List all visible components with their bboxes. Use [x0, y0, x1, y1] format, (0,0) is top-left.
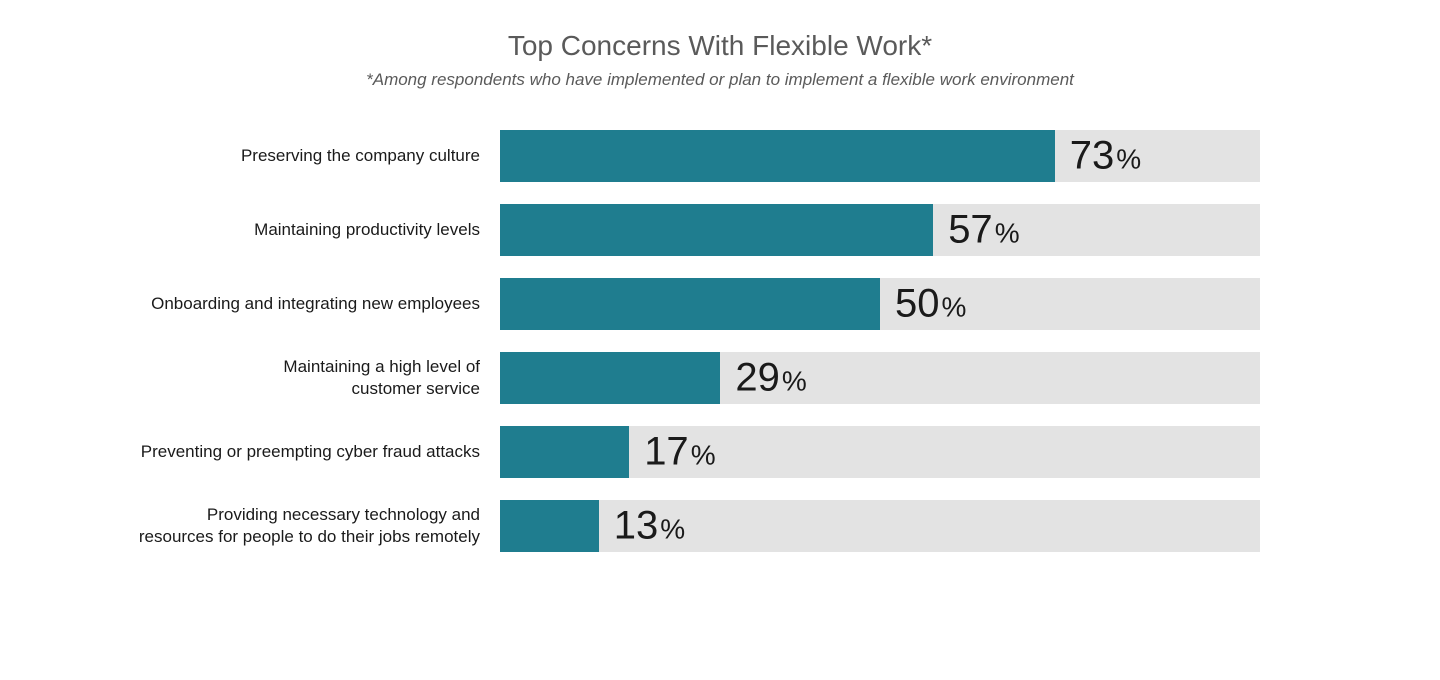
- bar-fill: [500, 426, 629, 478]
- bar-value-number: 50: [895, 282, 940, 327]
- percent-sign: %: [691, 440, 716, 472]
- chart-row: Providing necessary technology andresour…: [80, 500, 1360, 552]
- chart-subtitle: *Among respondents who have implemented …: [80, 70, 1360, 90]
- bar-value-number: 73: [1070, 134, 1115, 179]
- bar-value-label: 29%: [735, 356, 806, 401]
- bar-fill: [500, 352, 720, 404]
- bar-label: Preventing or preempting cyber fraud att…: [80, 441, 480, 463]
- chart-rows: Preserving the company culture73%Maintai…: [80, 130, 1360, 552]
- chart-container: Top Concerns With Flexible Work* *Among …: [80, 30, 1360, 552]
- percent-sign: %: [995, 218, 1020, 250]
- chart-row: Maintaining productivity levels 57%: [80, 204, 1360, 256]
- percent-sign: %: [660, 514, 685, 546]
- bar-track: 73%: [500, 130, 1260, 182]
- bar-value-number: 17: [644, 430, 689, 475]
- bar-fill: [500, 278, 880, 330]
- bar-label: Maintaining productivity levels: [80, 219, 480, 241]
- bar-label: Providing necessary technology andresour…: [80, 504, 480, 548]
- chart-title: Top Concerns With Flexible Work*: [80, 30, 1360, 62]
- bar-value-number: 57: [948, 208, 993, 253]
- bar-value-label: 57%: [948, 208, 1019, 253]
- bar-label: Onboarding and integrating new employees: [80, 293, 480, 315]
- chart-row: Preserving the company culture 73%: [80, 130, 1360, 182]
- bar-value-label: 50%: [895, 282, 966, 327]
- bar-track: 17%: [500, 426, 1260, 478]
- bar-track: 29%: [500, 352, 1260, 404]
- bar-fill: [500, 500, 599, 552]
- bar-label: Preserving the company culture: [80, 145, 480, 167]
- percent-sign: %: [1116, 144, 1141, 176]
- chart-row: Onboarding and integrating new employees…: [80, 278, 1360, 330]
- bar-value-number: 29: [735, 356, 780, 401]
- bar-value-label: 73%: [1070, 134, 1141, 179]
- percent-sign: %: [782, 366, 807, 398]
- chart-row: Preventing or preempting cyber fraud att…: [80, 426, 1360, 478]
- chart-row: Maintaining a high level ofcustomer serv…: [80, 352, 1360, 404]
- bar-track: 50%: [500, 278, 1260, 330]
- bar-value-number: 13: [614, 504, 659, 549]
- bar-fill: [500, 204, 933, 256]
- percent-sign: %: [942, 292, 967, 324]
- bar-fill: [500, 130, 1055, 182]
- bar-value-label: 17%: [644, 430, 715, 475]
- bar-track: 13%: [500, 500, 1260, 552]
- bar-track: 57%: [500, 204, 1260, 256]
- bar-value-label: 13%: [614, 504, 685, 549]
- bar-label: Maintaining a high level ofcustomer serv…: [80, 356, 480, 400]
